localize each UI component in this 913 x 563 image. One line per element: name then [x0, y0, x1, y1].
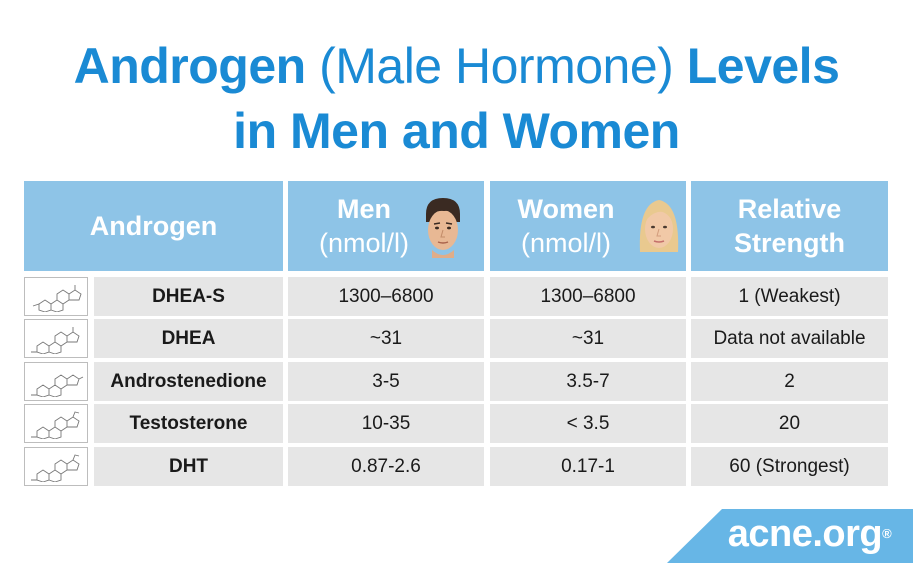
title-levels: Levels	[686, 38, 840, 94]
row-men-value: 3-5	[288, 362, 484, 401]
table-row: DHT 0.87-2.6 0.17-1 60 (Strongest)	[24, 447, 888, 486]
header-women-unit: (nmol/l)	[520, 228, 611, 258]
androgen-table: Androgen Men (nmol/l) Women (nmol/l) Rel…	[24, 181, 888, 486]
page-title-line-1: Androgen (Male Hormone) Levels	[0, 36, 913, 96]
row-women-value: 0.17-1	[490, 447, 686, 486]
row-men-value: ~31	[288, 319, 484, 358]
title-line-2-text: in Men and Women	[233, 103, 680, 159]
row-women-value: < 3.5	[490, 404, 686, 443]
header-androgen-label: Androgen	[89, 210, 218, 241]
steroid-structure-icon	[24, 319, 88, 358]
header-strength-line-1: Relative	[737, 194, 842, 224]
steroid-structure-icon	[24, 362, 88, 401]
woman-face-icon	[639, 200, 679, 252]
table-row: DHEA-S 1300–6800 1300–6800 1 (Weakest)	[24, 277, 888, 316]
row-name: DHT	[94, 447, 283, 486]
row-women-value: 1300–6800	[490, 277, 686, 316]
title-male-hormone: (Male Hormone)	[319, 38, 674, 94]
table-row: DHEA ~31 ~31 Data not available	[24, 319, 888, 358]
header-strength-line-2: Strength	[734, 228, 845, 258]
header-androgen: Androgen	[24, 181, 283, 271]
row-strength-value: 60 (Strongest)	[691, 447, 888, 486]
steroid-structure-icon	[24, 404, 88, 443]
row-men-value: 10-35	[288, 404, 484, 443]
steroid-structure-icon	[24, 277, 88, 316]
row-women-value: 3.5-7	[490, 362, 686, 401]
page-title-line-2: in Men and Women	[0, 101, 913, 161]
steroid-structure-icon	[24, 447, 88, 486]
row-women-value: ~31	[490, 319, 686, 358]
row-name: Testosterone	[94, 404, 283, 443]
row-strength-value: 2	[691, 362, 888, 401]
acne-org-logo: acne.org®	[712, 512, 907, 556]
row-men-value: 1300–6800	[288, 277, 484, 316]
man-face-icon	[426, 198, 460, 258]
table-row: Testosterone 10-35 < 3.5 20	[24, 404, 888, 443]
table-row: Androstenedione 3-5 3.5-7 2	[24, 362, 888, 401]
registered-mark: ®	[882, 526, 892, 541]
logo-text: acne.org	[727, 513, 883, 555]
row-name: DHEA	[94, 319, 283, 358]
header-men-label: Men	[336, 194, 391, 224]
header-women-label: Women	[517, 194, 615, 224]
row-strength-value: 1 (Weakest)	[691, 277, 888, 316]
row-strength-value: 20	[691, 404, 888, 443]
row-men-value: 0.87-2.6	[288, 447, 484, 486]
row-name: Androstenedione	[94, 362, 283, 401]
header-relative-strength: Relative Strength	[691, 181, 888, 271]
header-men-unit: (nmol/l)	[318, 228, 409, 258]
row-strength-value: Data not available	[691, 319, 888, 358]
row-name: DHEA-S	[94, 277, 283, 316]
title-androgen: Androgen	[73, 38, 307, 94]
